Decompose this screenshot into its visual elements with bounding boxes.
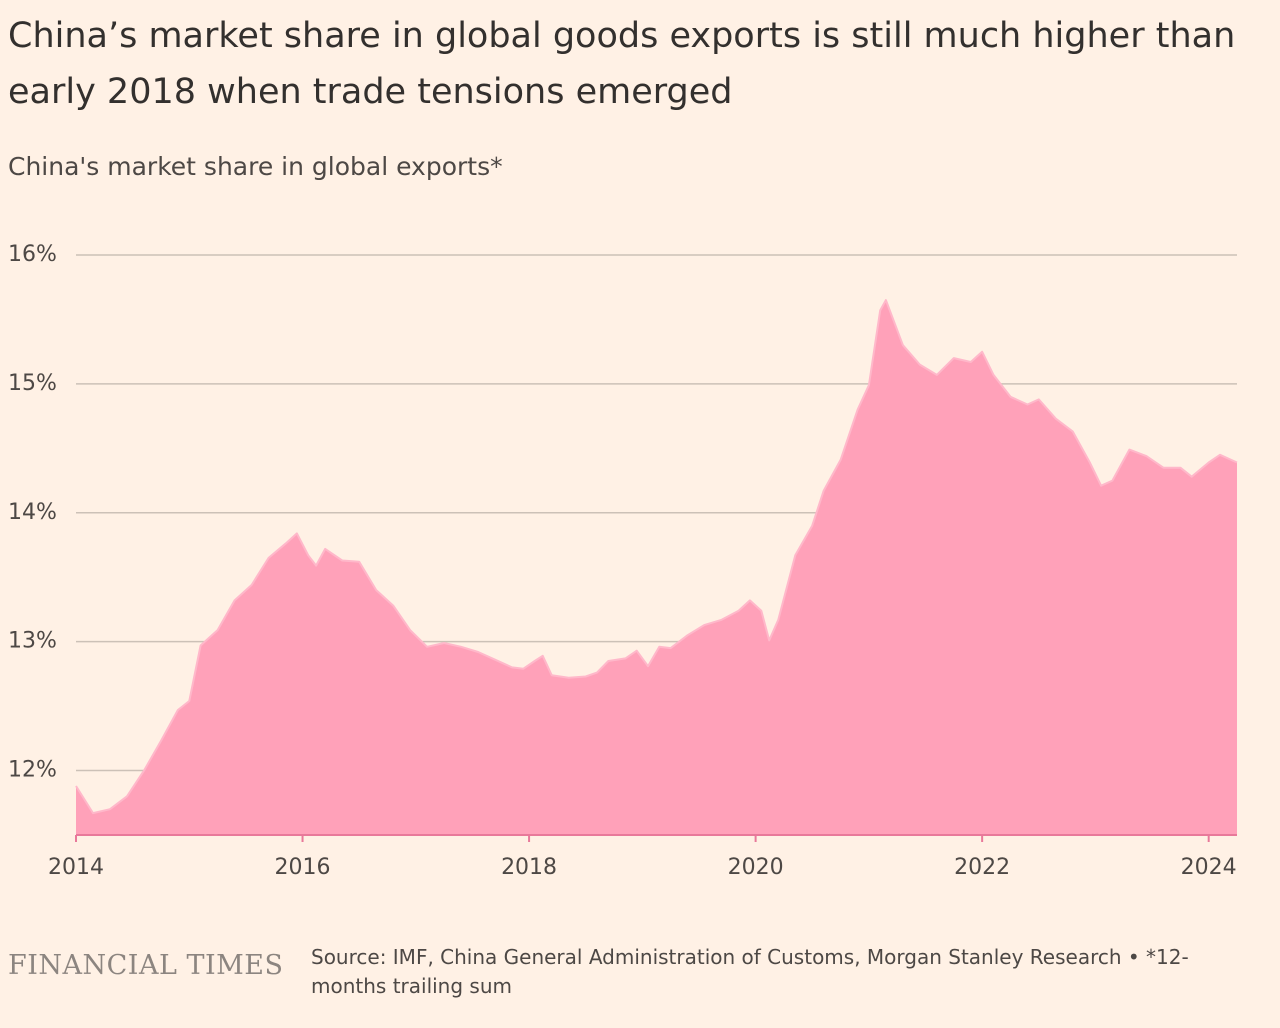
brand-logo: FINANCIAL TIMES [8, 950, 284, 981]
x-tick-label: 2024 [1181, 855, 1237, 880]
y-tick-label: 13% [8, 629, 57, 654]
x-tick-label: 2022 [954, 855, 1010, 880]
x-tick-label: 2014 [48, 855, 104, 880]
x-tick-label: 2016 [275, 855, 331, 880]
x-tick-label: 2020 [728, 855, 784, 880]
y-tick-label: 14% [8, 500, 57, 525]
y-tick-label: 16% [8, 242, 57, 267]
y-tick-label: 12% [8, 758, 57, 783]
chart-title: China’s market share in global goods exp… [8, 16, 1236, 112]
x-tick-label: 2018 [501, 855, 557, 880]
source-note: Source: IMF, China General Administratio… [311, 945, 1189, 998]
chart-subtitle: China's market share in global exports* [8, 152, 503, 181]
area-line [75, 299, 1238, 815]
y-tick-label: 15% [8, 371, 57, 396]
area-fill [76, 300, 1237, 836]
